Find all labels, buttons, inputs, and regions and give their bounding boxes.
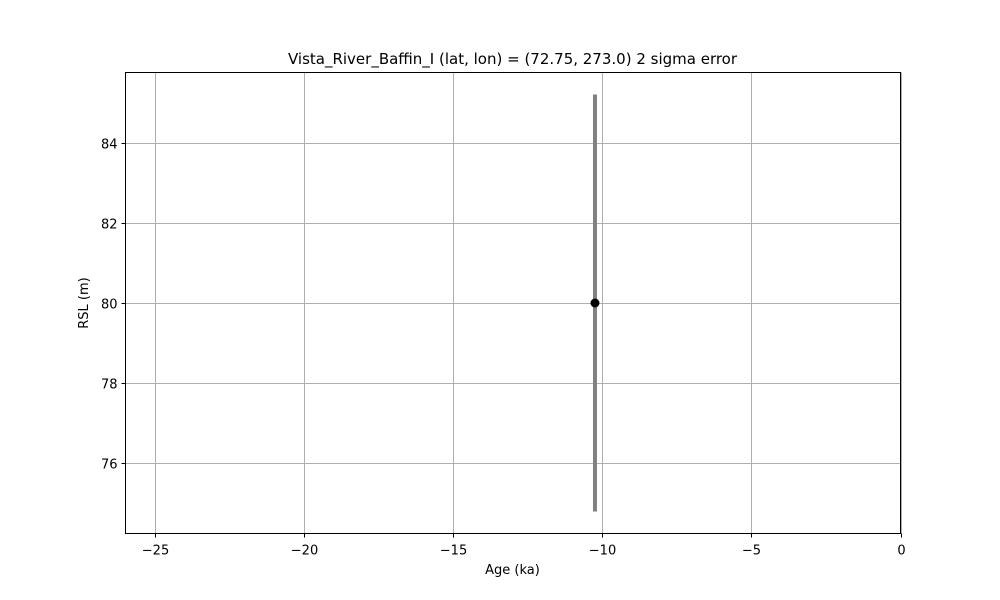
y-tick-label: 76 [101, 458, 118, 473]
x-tick-label: −25 [142, 544, 169, 559]
x-tick-label: −10 [589, 544, 616, 559]
y-tick-label: 84 [101, 138, 118, 153]
x-axis-label: Age (ka) [485, 563, 540, 578]
grid [125, 72, 902, 534]
x-tick-label: −20 [291, 544, 318, 559]
x-tick-label: −15 [440, 544, 467, 559]
x-axis: −25 −20 −15 −10 −5 0 [142, 533, 906, 559]
chart-title: Vista_River_Baffin_I (lat, lon) = (72.75… [288, 50, 738, 69]
x-tick-label: 0 [897, 544, 905, 559]
data-points [590, 298, 600, 308]
y-axis-label: RSL (m) [77, 277, 92, 328]
data-point [590, 298, 600, 308]
x-tick-label: −5 [742, 544, 761, 559]
y-axis: 76 78 80 82 84 [101, 138, 126, 473]
y-tick-label: 82 [101, 218, 118, 233]
y-tick-label: 78 [101, 378, 118, 393]
y-tick-label: 80 [101, 298, 118, 313]
